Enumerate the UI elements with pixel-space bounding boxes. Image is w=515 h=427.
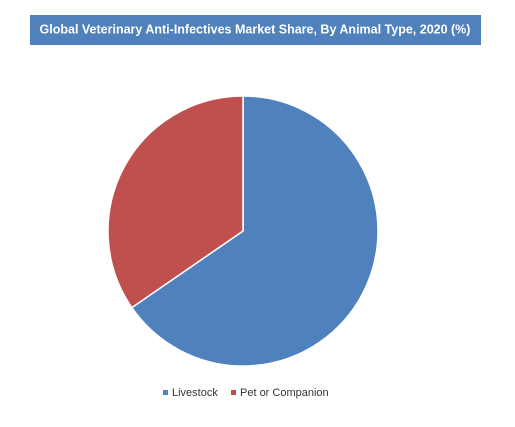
legend-label: Pet or Companion: [240, 387, 329, 399]
title-bar: [30, 15, 481, 45]
legend-label: Livestock: [172, 387, 218, 399]
pie-slice: [107, 95, 244, 309]
legend-swatch: [231, 390, 236, 395]
chart-title: Global Veterinary Anti-Infectives Market…: [40, 22, 471, 36]
legend-swatch: [163, 390, 168, 395]
pie-slice: [130, 95, 379, 367]
